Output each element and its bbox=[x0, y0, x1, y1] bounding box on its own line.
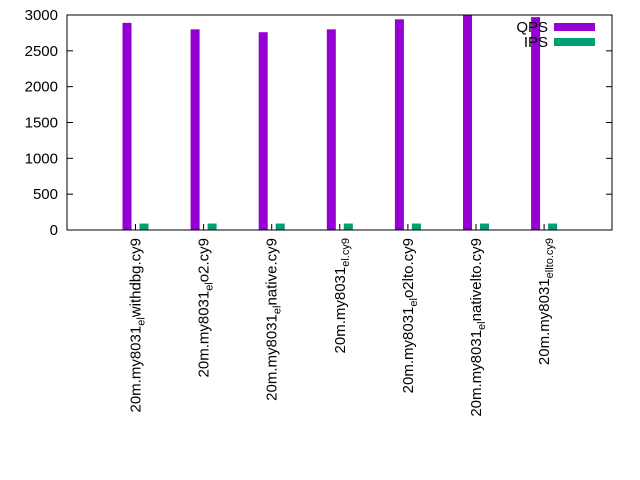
y-tick-label: 1500 bbox=[25, 115, 58, 132]
bar-qps-3 bbox=[326, 29, 336, 231]
x-tick-label: 20m.my8031elnative.cy9 bbox=[264, 238, 284, 401]
bar-qps-4 bbox=[394, 19, 404, 230]
bar-ips-5 bbox=[480, 223, 489, 230]
bar-qps-2 bbox=[258, 32, 268, 231]
legend-swatch-ips bbox=[554, 38, 595, 46]
bar-ips-2 bbox=[275, 223, 285, 230]
bars-layer bbox=[122, 15, 558, 231]
x-axis: 20m.my8031elwithdbg.cy9 20m.my8031elo2.cy… bbox=[128, 224, 556, 417]
legend-label-qps: QPS bbox=[516, 19, 548, 36]
bar-ips-3 bbox=[343, 223, 353, 230]
bar-qps-0 bbox=[122, 22, 132, 231]
x-tick-label: 20m.my8031elwithdbg.cy9 bbox=[128, 238, 148, 413]
legend-swatch-qps bbox=[554, 23, 595, 31]
plot-frame bbox=[66, 14, 613, 231]
bar-qps-1 bbox=[190, 29, 200, 231]
bar-ips-6 bbox=[548, 223, 558, 230]
bar-ips-1 bbox=[207, 223, 217, 230]
bar-ips-0 bbox=[139, 223, 149, 230]
x-tick-label: 20m.my8031el.cy9 bbox=[332, 238, 352, 353]
legend-label-ips: IPS bbox=[524, 34, 548, 51]
y-tick-label: 0 bbox=[50, 222, 58, 239]
y-tick-label: 3000 bbox=[25, 7, 58, 24]
bar-qps-6 bbox=[531, 17, 541, 231]
bar-ips-4 bbox=[411, 223, 421, 230]
y-tick-label: 1000 bbox=[25, 150, 58, 167]
y-axis: 0 500 1000 1500 2000 2500 3000 bbox=[25, 7, 612, 239]
x-tick-label: 20m.my8031ellto.cy9 bbox=[536, 238, 556, 365]
y-tick-label: 500 bbox=[33, 186, 58, 203]
bar-qps-5 bbox=[463, 15, 472, 230]
y-tick-label: 2500 bbox=[25, 43, 58, 60]
x-tick-label: 20m.my8031elo2.cy9 bbox=[196, 238, 216, 377]
x-tick-label: 20m.my8031elnativelto.cy9 bbox=[468, 238, 488, 417]
y-tick-label: 2000 bbox=[25, 79, 58, 96]
x-tick-label: 20m.my8031elo2lto.cy9 bbox=[400, 238, 420, 393]
